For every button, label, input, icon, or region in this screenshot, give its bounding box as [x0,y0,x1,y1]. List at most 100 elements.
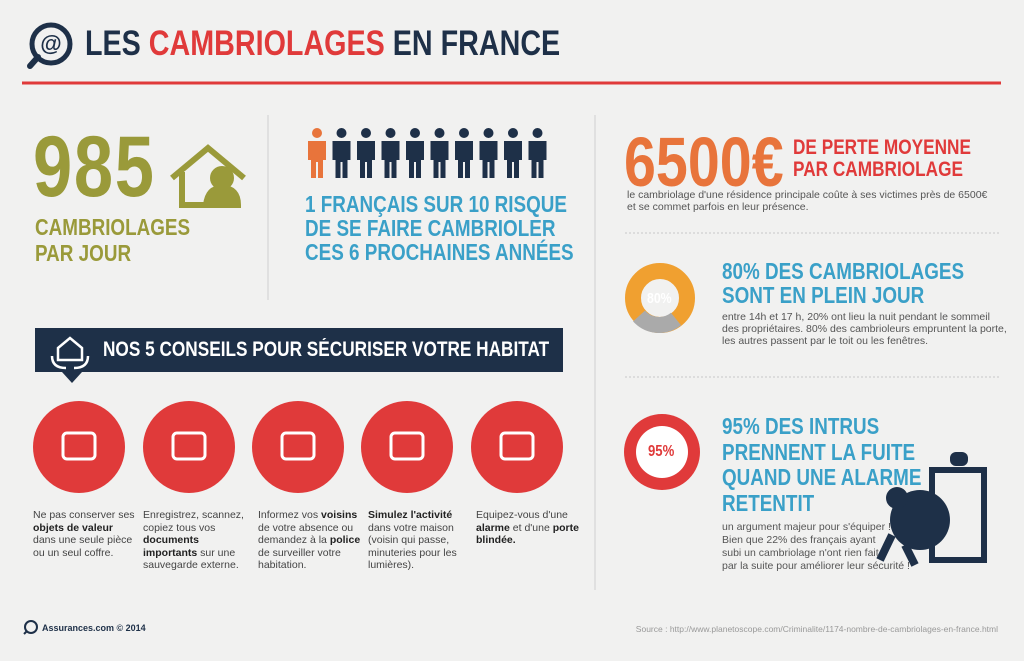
tip-segment: Ne pas conserver ses [33,509,135,521]
tip-segment: sur une sauvegarde externe. [143,546,239,572]
description-line: entre 14h et 17 h, 20% ont lieu la nuit … [722,311,990,323]
logo: @ [27,22,73,69]
footer-logo [23,620,38,635]
person-head [459,128,469,138]
footer-source: Source : http://www.planetoscope.com/Cri… [635,624,998,634]
daily-label: CAMBRIOLAGES PAR JOUR [35,214,190,266]
person-body [455,141,473,178]
daytime-description: entre 14h et 17 h, 20% ont lieu la nuit … [722,311,1007,347]
person-body [528,141,547,178]
headline-line: 95% DES INTRUS [722,413,880,439]
title-part: EN FRANCE [392,24,561,63]
loss-description: le cambriolage d'une résidence principal… [627,189,987,213]
headline-line: PRENNENT LA FUITE [722,438,916,465]
banner-pointer [62,372,82,383]
tips-title: NOS 5 CONSEILS POUR SÉCURISER VOTRE HABI… [103,338,550,361]
person-body [332,141,351,178]
headline-line: 80% DES CAMBRIOLAGES [722,258,965,284]
risk-line: CES 6 PROCHAINES ANNÉES [305,239,574,265]
svg-text:@: @ [40,31,61,56]
tip-circle [33,401,125,493]
tip-emphasis: police [329,534,361,546]
person-head [361,128,371,138]
risk-line: DE SE FAIRE CAMBRIOLER [305,215,556,241]
tip-segment: et d'une [509,521,553,534]
alarm-description: un argument majeur pour s'équiper ! Bien… [722,521,910,573]
burglar-illustration [876,452,987,567]
tip-text: Simulez l'activité dans votre maison (vo… [368,509,472,572]
description-line: subi un cambriolage n'ont rien fait [722,547,879,559]
tip-segment: Informez vos [258,509,322,521]
tip-icon [499,431,535,461]
person-head [385,128,396,138]
daily-number: 985 [33,119,156,215]
person-head [410,128,420,138]
description-line: un argument majeur pour s'équiper ! [722,521,891,533]
tip-emphasis: alarme [476,521,510,534]
person-head [483,128,494,138]
loss-amount: 6500€ [624,123,784,201]
tip-icon [171,431,207,461]
tip-circle [361,401,453,493]
headline-line: RETENTIT [722,489,815,516]
tip-segment: Enregistrez, scannez, copiez tous vos [143,509,244,534]
risk-text: 1 FRANÇAIS SUR 10 RISQUE DE SE FAIRE CAM… [305,192,574,264]
description-line: par la suite pour améliorer leur sécurit… [722,560,910,572]
tip-circle [471,401,563,493]
description-line: des propriétaires. 80% des cambrioleurs … [722,323,1007,335]
person-body [308,141,326,178]
house-icon [170,144,246,208]
tip-icon [61,431,97,461]
description-line: le cambriolage d'une résidence principal… [627,189,988,201]
tip-emphasis: Simulez l'activité [368,509,453,521]
description-line: Bien que 22% des français ayant [722,534,876,546]
label-line: PAR CAMBRIOLAGE [793,158,963,181]
tip-segment: de votre absence ou demandez à la [258,521,354,547]
label-line: CAMBRIOLAGES [35,214,191,240]
tip-emphasis: documents importants [143,534,200,559]
person-head [434,128,445,138]
tip-segment: Equipez-vous d'une [476,509,568,521]
tip-emphasis: porte blindée. [476,521,579,547]
footer-brand: Assurances.com © 2014 [42,623,146,633]
tip-circle [143,401,235,493]
label-line: PAR JOUR [35,240,132,266]
title: LES CAMBRIOLAGES EN FRANCE [85,24,560,64]
banner-icon [50,336,90,370]
alarm-headline: 95% DES INTRUS PRENNENT LA FUITE QUAND U… [722,413,922,516]
tip-segment: dans votre maison (voisin qui passe, min… [368,521,457,572]
person-head [312,128,322,138]
person-body [406,141,424,178]
tip-text: Enregistrez, scannez, copiez tous vos do… [143,509,247,572]
label-line: DE PERTE MOYENNE [793,136,971,159]
tip-emphasis: voisins [321,509,358,521]
person-body [479,141,498,178]
tip-text: Equipez-vous d'une alarme et d'une porte… [476,509,580,547]
person-body [381,141,400,178]
title-part: LES [85,24,141,63]
daytime-badge: 80% [647,290,672,307]
alarm-badge: 95% [648,443,675,460]
tip-segment: dans une seule pièce ou un seul coffre. [33,534,133,559]
person-head [532,128,543,138]
tip-icons [33,401,563,493]
person-body [504,141,522,178]
person-head [336,128,347,138]
tip-segment: de surveiller votre habitation. [258,546,341,572]
risk-line: 1 FRANÇAIS SUR 10 RISQUE [305,191,568,217]
description-line: les autres passent par le toit ou les fe… [722,335,929,347]
tip-emphasis: objets de valeur [33,521,113,534]
badge-inner [636,426,688,478]
person-body [357,141,375,178]
tips-banner [35,328,563,372]
tip-text: Informez vos voisins de votre absence ou… [258,509,362,572]
daytime-headline: 80% DES CAMBRIOLAGES SONT EN PLEIN JOUR [722,259,964,307]
donut [625,263,695,333]
people-row [308,128,547,178]
tip-icon [389,431,425,461]
person-body [430,141,449,178]
tip-circle [252,401,344,493]
headline-line: QUAND UNE ALARME [722,464,922,490]
